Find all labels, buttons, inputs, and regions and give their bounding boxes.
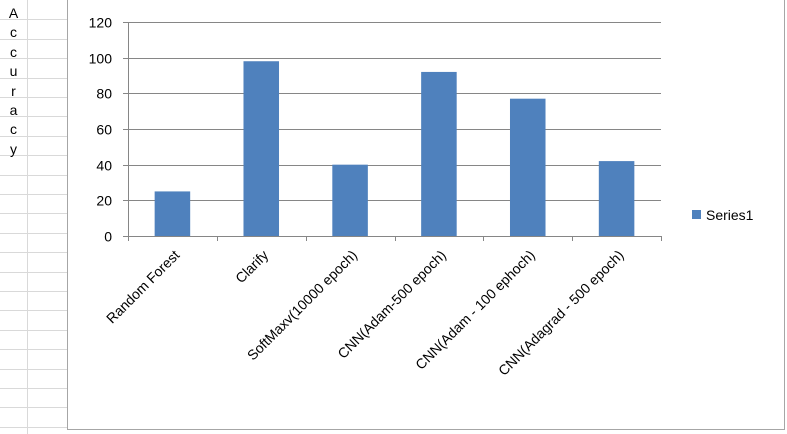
y-tick-label: 80 [96,86,112,102]
row-letter: c [10,44,17,60]
row-letter: y [10,141,17,157]
row-letter: a [9,102,18,118]
x-category-label: Random Forest [103,247,183,327]
bar [154,191,191,236]
y-tick-label: 20 [96,193,112,209]
row-letter: c [10,24,17,40]
row-letter: r [11,83,16,99]
x-category-label: Clarify [232,247,271,286]
legend-label: Series1 [706,207,754,223]
y-tick-label: 120 [89,15,113,31]
bar [421,71,457,236]
row-letter: A [8,5,19,21]
y-tick-label: 40 [96,158,112,174]
bar [509,98,546,236]
axes [123,22,662,241]
row-letter: c [10,121,17,137]
legend-swatch [692,210,701,219]
bars [154,61,635,236]
y-tick-label: 0 [104,229,112,245]
row-letter: u [9,63,18,79]
bar [332,164,368,236]
bar [598,161,635,236]
y-tick-label: 60 [96,122,112,138]
grid-lines [128,22,661,201]
y-tick-label: 100 [89,51,113,67]
legend: Series1 [692,207,754,223]
bar [243,61,280,236]
